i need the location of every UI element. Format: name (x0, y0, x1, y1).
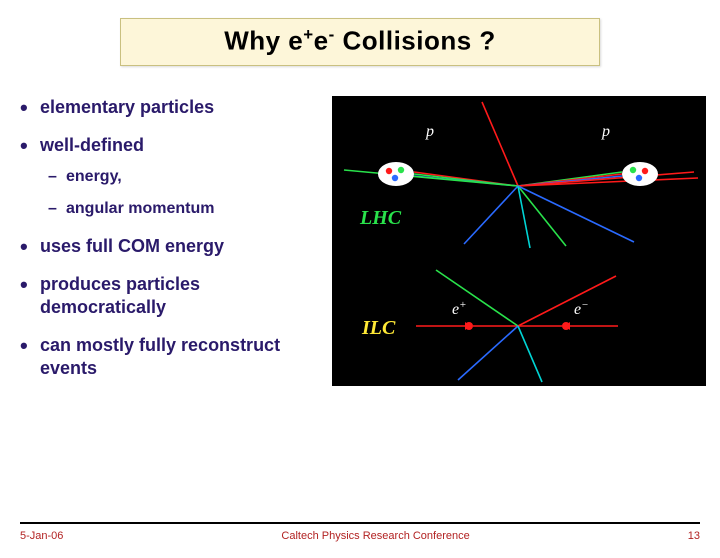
sub-bullet-item: energy, (40, 167, 324, 187)
slide-footer: 5-Jan-06 Caltech Physics Research Confer… (0, 522, 720, 542)
svg-text:LHC: LHC (359, 207, 402, 229)
bullet-item: well-defined energy, angular momentum (14, 134, 324, 219)
bullet-text: well-defined (40, 135, 144, 155)
footer-rule (20, 522, 700, 524)
bullet-text: can mostly fully reconstruct events (40, 335, 280, 378)
sub-bullet-text: energy, (66, 168, 122, 185)
svg-text:e+: e+ (452, 299, 467, 318)
sub-bullet-text: angular momentum (66, 200, 214, 217)
diagram-svg: p p LHC ILC e+ e− (332, 96, 706, 386)
title-pre: Why e (224, 26, 303, 56)
bullet-item: can mostly fully reconstruct events (14, 334, 324, 379)
bullet-text: produces particles democratically (40, 274, 200, 317)
title-box: Why e+e- Collisions ? (120, 18, 600, 66)
footer-row: 5-Jan-06 Caltech Physics Research Confer… (20, 530, 700, 542)
footer-date: 5-Jan-06 (20, 530, 63, 542)
svg-text:ILC: ILC (361, 317, 396, 339)
collision-diagram: p p LHC ILC e+ e− (332, 96, 706, 386)
bullet-item: elementary particles (14, 96, 324, 119)
bullet-item: produces particles democratically (14, 273, 324, 318)
title-sup1: + (303, 25, 313, 44)
bullet-text: elementary particles (40, 97, 214, 117)
svg-text:p: p (601, 123, 610, 140)
footer-conference: Caltech Physics Research Conference (63, 530, 687, 542)
bullet-list: elementary particles well-defined energy… (14, 96, 324, 380)
title-post: Collisions ? (335, 26, 496, 56)
bullet-item: uses full COM energy (14, 235, 324, 258)
content-area: elementary particles well-defined energy… (0, 66, 720, 396)
slide-title: Why e+e- Collisions ? (131, 25, 589, 57)
svg-text:e−: e− (574, 299, 589, 318)
bullet-column: elementary particles well-defined energy… (14, 96, 324, 396)
sub-bullet-list: energy, angular momentum (40, 167, 324, 219)
title-mid: e (314, 26, 329, 56)
footer-page-number: 13 (688, 530, 700, 542)
svg-text:p: p (425, 123, 434, 140)
bullet-text: uses full COM energy (40, 236, 224, 256)
sub-bullet-item: angular momentum (40, 199, 324, 219)
